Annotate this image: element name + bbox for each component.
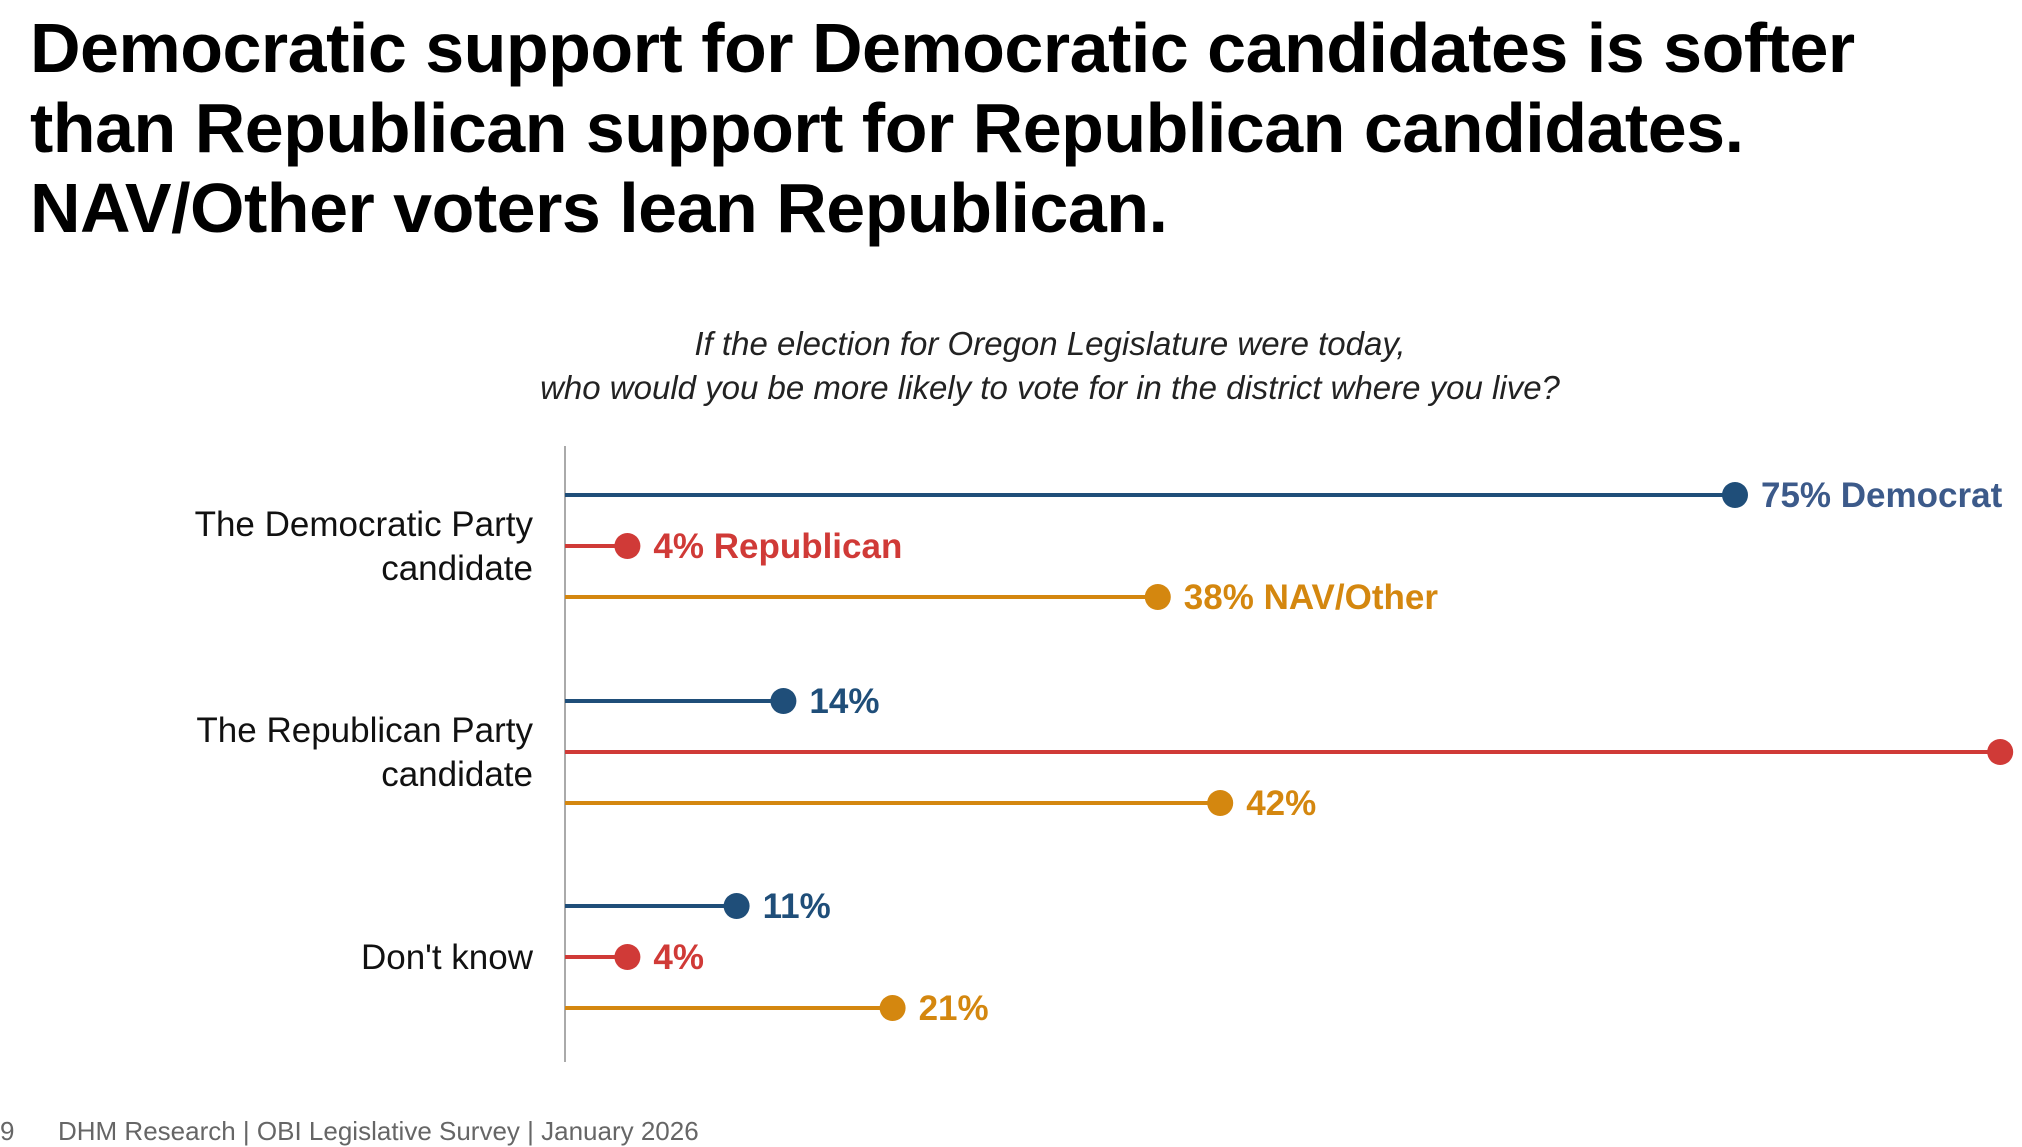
data-label: 21% bbox=[919, 989, 989, 1028]
lollipop-dot-nav-other bbox=[1144, 584, 1171, 610]
data-label: 4% Republican bbox=[653, 527, 902, 566]
lollipop-dot-republican bbox=[614, 533, 641, 559]
category-label: Don't know bbox=[361, 938, 534, 977]
category-label: The Democratic Party bbox=[195, 505, 534, 544]
headline: Democratic support for Democratic candid… bbox=[30, 8, 1990, 248]
data-label: 4% bbox=[653, 938, 704, 977]
lollipop-dot-republican bbox=[1987, 739, 2014, 765]
page-number: 9 bbox=[0, 1116, 15, 1146]
lollipop-dot-republican bbox=[614, 944, 641, 970]
data-label: 14% bbox=[809, 682, 879, 721]
headline-line-3: NAV/Other voters lean Republican. bbox=[30, 169, 1168, 247]
data-label: 11% bbox=[763, 887, 831, 926]
category-label: candidate bbox=[381, 755, 533, 794]
category-label: candidate bbox=[381, 549, 533, 588]
data-label: 38% NAV/Other bbox=[1184, 578, 1439, 617]
data-label: 42% bbox=[1246, 784, 1316, 823]
chart-question-line-2: who would you be more likely to vote for… bbox=[540, 369, 1560, 406]
category-label: The Republican Party bbox=[196, 711, 533, 750]
data-label: 75% Democrat bbox=[1761, 476, 2003, 515]
chart-question-line-1: If the election for Oregon Legislature w… bbox=[694, 325, 1406, 362]
headline-line-2: than Republican support for Republican c… bbox=[30, 89, 1744, 167]
lollipop-dot-democrat bbox=[1722, 482, 1748, 508]
lollipop-dot-democrat bbox=[770, 688, 797, 714]
lollipop-dot-democrat bbox=[723, 893, 750, 919]
lollipop-dot-nav-other bbox=[879, 995, 906, 1021]
lollipop-chart: The Democratic Party candidate 75% Democra… bbox=[195, 446, 2014, 1062]
lollipop-dot-nav-other bbox=[1207, 790, 1234, 816]
footer-source: DHM Research | OBI Legislative Survey | … bbox=[58, 1116, 699, 1146]
headline-line-1: Democratic support for Democratic candid… bbox=[30, 9, 1855, 87]
